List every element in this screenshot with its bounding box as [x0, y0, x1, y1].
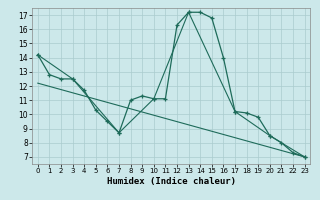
- X-axis label: Humidex (Indice chaleur): Humidex (Indice chaleur): [107, 177, 236, 186]
